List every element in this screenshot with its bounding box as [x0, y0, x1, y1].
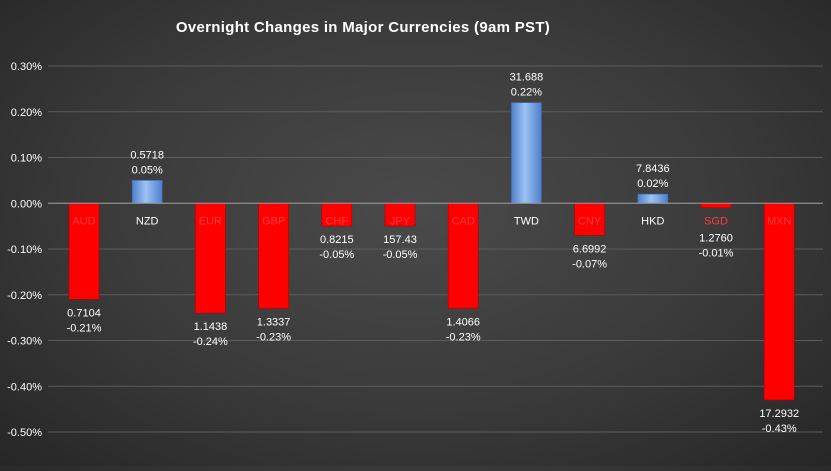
rate-label-gbp: 1.3337: [257, 316, 291, 328]
value-label-cad: -0.23%: [446, 331, 481, 343]
labels: AUD 0.7104 -0.21% NZD 0.5718 0.05% EUR 1.1438 -0…: [67, 72, 800, 435]
rate-label-eur: 1.1438: [194, 321, 228, 333]
category-label-chf: CHF: [325, 215, 348, 227]
y-tick-label: 0.00%: [11, 198, 42, 210]
bar-mxn: [763, 202, 795, 401]
rate-label-aud: 0.7104: [67, 307, 101, 319]
bars: [68, 102, 795, 401]
rate-label-nzd: 0.5718: [130, 149, 164, 161]
value-label-nzd: 0.05%: [132, 164, 163, 176]
bar-hkd: [637, 193, 669, 204]
category-label-jpy: JPY: [390, 215, 411, 227]
category-label-mxn: MXN: [767, 215, 792, 227]
bar-eur: [195, 202, 226, 314]
value-label-sgd: -0.01%: [699, 247, 734, 259]
value-label-aud: -0.21%: [67, 322, 102, 334]
y-tick-label: 0.30%: [11, 61, 42, 73]
rate-label-chf: 0.8215: [320, 234, 354, 246]
bar-gbp: [258, 202, 289, 309]
rate-label-twd: 31.688: [510, 72, 544, 84]
bar-aud: [68, 202, 100, 300]
category-label-cny: CNY: [578, 215, 602, 227]
y-tick-label: 0.20%: [11, 107, 42, 119]
rate-label-cny: 6.6992: [573, 243, 607, 255]
value-label-jpy: -0.05%: [383, 249, 418, 261]
rate-label-sgd: 1.2760: [699, 232, 733, 244]
value-label-eur: -0.24%: [193, 336, 228, 348]
y-tick-label: -0.30%: [7, 336, 42, 348]
category-label-nzd: NZD: [136, 215, 159, 227]
category-label-aud: AUD: [72, 215, 95, 227]
y-tick-label: -0.20%: [7, 290, 42, 302]
y-axis-tick-labels: 0.30% 0.20% 0.10% 0.00% -0.10% -0.20% -0.30% -0…: [7, 61, 42, 439]
value-label-cny: -0.07%: [572, 258, 607, 270]
y-tick-label: 0.10%: [11, 153, 42, 165]
category-label-eur: EUR: [199, 215, 222, 227]
rate-label-cad: 1.4066: [446, 316, 480, 328]
rate-label-hkd: 7.8436: [636, 163, 670, 175]
value-label-mxn: -0.43%: [762, 423, 797, 435]
value-label-hkd: 0.02%: [637, 178, 668, 190]
category-label-gbp: GBP: [262, 215, 285, 227]
category-label-sgd: SGD: [704, 215, 728, 227]
y-tick-label: -0.10%: [7, 244, 42, 256]
rate-label-jpy: 157.43: [383, 234, 417, 246]
value-label-twd: 0.22%: [511, 87, 542, 99]
bar-cad: [447, 202, 479, 309]
category-label-cad: CAD: [452, 215, 475, 227]
rate-label-mxn: 17.2932: [759, 408, 799, 420]
y-tick-label: -0.40%: [7, 381, 42, 393]
bar-nzd: [131, 180, 163, 204]
bar-twd: [511, 102, 542, 204]
bar-cny: [574, 202, 605, 236]
bar-sgd: [700, 202, 732, 209]
chart-title: Overnight Changes in Major Currencies (9…: [176, 19, 550, 36]
value-label-gbp: -0.23%: [256, 331, 291, 343]
y-tick-label: -0.50%: [7, 427, 42, 439]
category-label-hkd: HKD: [641, 215, 664, 227]
value-label-chf: -0.05%: [319, 249, 354, 261]
category-label-twd: TWD: [514, 215, 539, 227]
